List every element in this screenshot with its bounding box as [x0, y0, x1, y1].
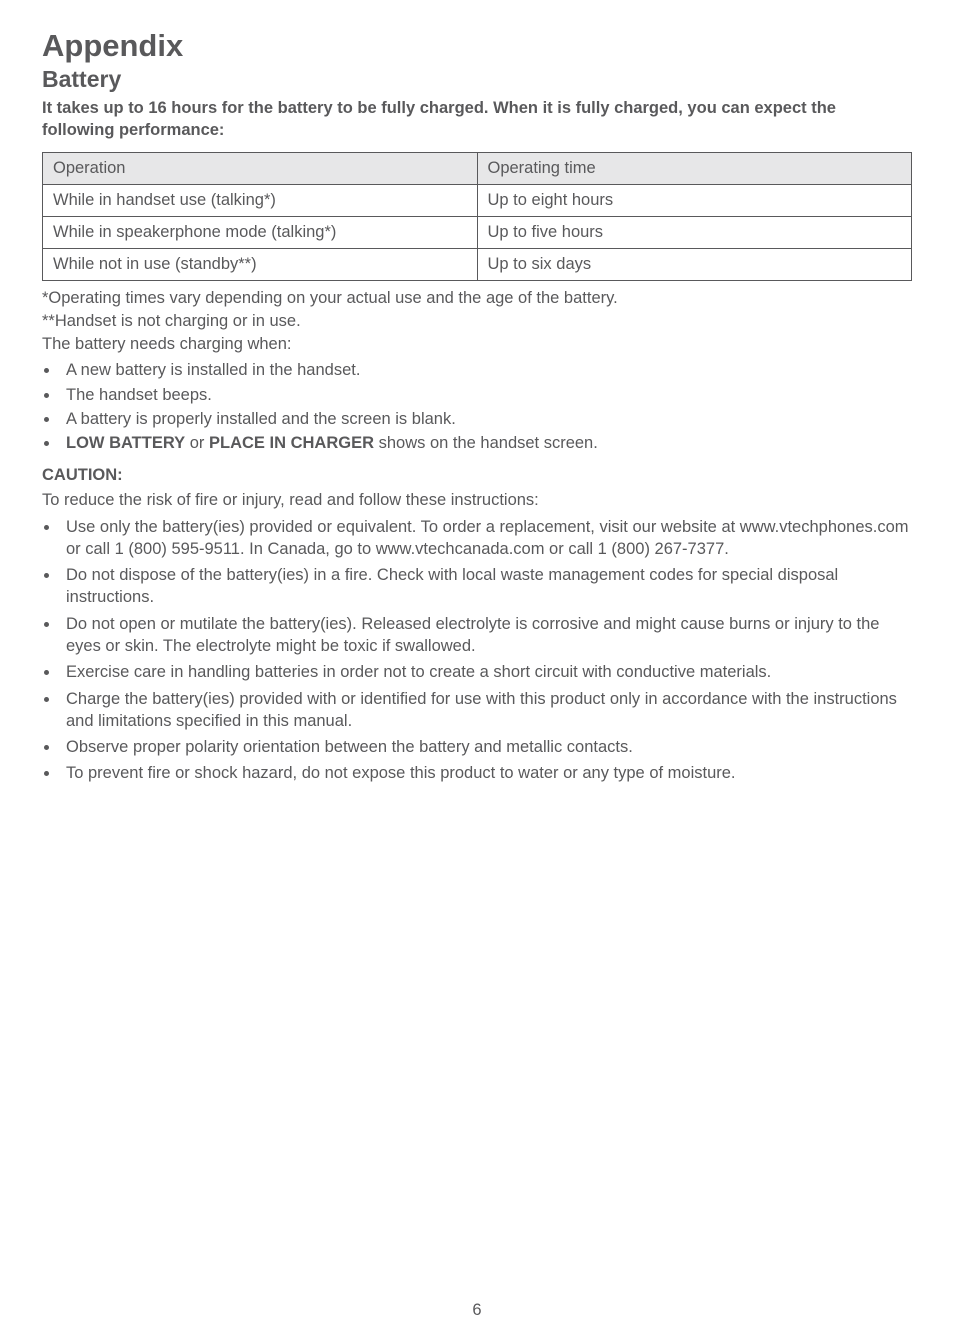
list-item: Do not open or mutilate the battery(ies)…	[60, 613, 912, 658]
low-battery-suffix: shows on the handset screen.	[374, 434, 598, 452]
charging-when-text: The battery needs charging when:	[42, 333, 912, 355]
list-item: Observe proper polarity orientation betw…	[60, 736, 912, 758]
table-cell-time: Up to eight hours	[477, 184, 912, 216]
list-item: To prevent fire or shock hazard, do not …	[60, 762, 912, 784]
low-battery-bold: LOW BATTERY	[66, 434, 185, 452]
table-cell-time: Up to five hours	[477, 216, 912, 248]
place-in-charger-bold: PLACE IN CHARGER	[209, 434, 374, 452]
table-cell-operation: While in speakerphone mode (talking*)	[43, 216, 478, 248]
list-item: A new battery is installed in the handse…	[60, 359, 912, 381]
footnote-single-star: *Operating times vary depending on your …	[42, 287, 912, 309]
list-item: Do not dispose of the battery(ies) in a …	[60, 564, 912, 609]
caution-heading: CAUTION:	[42, 466, 912, 485]
section-heading: Battery	[42, 66, 912, 93]
list-item: A battery is properly installed and the …	[60, 408, 912, 430]
table-cell-operation: While not in use (standby**)	[43, 248, 478, 280]
table-header-row: Operation Operating time	[43, 152, 912, 184]
table-cell-time: Up to six days	[477, 248, 912, 280]
page-number: 6	[0, 1301, 954, 1320]
list-item: Exercise care in handling batteries in o…	[60, 661, 912, 683]
table-cell-operation: While in handset use (talking*)	[43, 184, 478, 216]
battery-table: Operation Operating time While in handse…	[42, 152, 912, 281]
footnote-double-star: **Handset is not charging or in use.	[42, 310, 912, 332]
list-item: The handset beeps.	[60, 384, 912, 406]
caution-subtext: To reduce the risk of fire or injury, re…	[42, 489, 912, 511]
table-row: While in handset use (talking*) Up to ei…	[43, 184, 912, 216]
table-row: While not in use (standby**) Up to six d…	[43, 248, 912, 280]
page-title: Appendix	[42, 28, 912, 64]
table-row: While in speakerphone mode (talking*) Up…	[43, 216, 912, 248]
caution-list: Use only the battery(ies) provided or eq…	[42, 516, 912, 785]
list-item-low-battery: LOW BATTERY or PLACE IN CHARGER shows on…	[60, 432, 912, 454]
charging-when-list: A new battery is installed in the handse…	[42, 359, 912, 454]
footnotes: *Operating times vary depending on your …	[42, 287, 912, 356]
low-battery-mid: or	[185, 434, 209, 452]
list-item: Charge the battery(ies) provided with or…	[60, 688, 912, 733]
intro-text: It takes up to 16 hours for the battery …	[42, 97, 912, 142]
list-item: Use only the battery(ies) provided or eq…	[60, 516, 912, 561]
table-header-operation: Operation	[43, 152, 478, 184]
table-header-time: Operating time	[477, 152, 912, 184]
